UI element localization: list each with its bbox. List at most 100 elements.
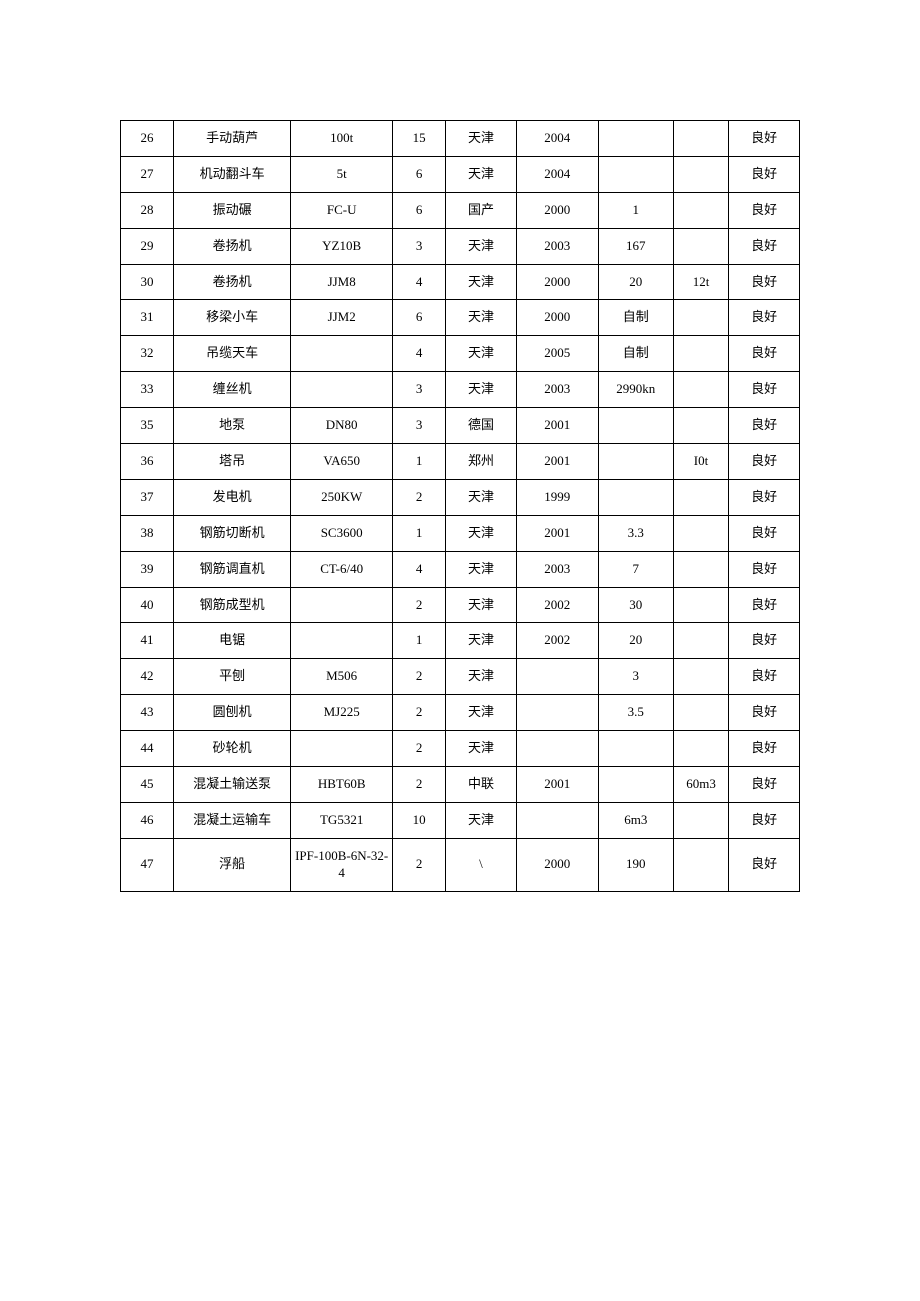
table-cell xyxy=(673,192,728,228)
table-cell: 1 xyxy=(598,192,673,228)
table-cell: 砂轮机 xyxy=(174,731,291,767)
table-cell: 3.3 xyxy=(598,515,673,551)
table-cell: 2000 xyxy=(516,838,598,891)
table-cell xyxy=(673,121,728,157)
table-cell xyxy=(673,300,728,336)
table-cell xyxy=(673,623,728,659)
table-cell: 2003 xyxy=(516,228,598,264)
table-cell: 卷扬机 xyxy=(174,228,291,264)
table-cell: 良好 xyxy=(729,515,800,551)
table-cell: 2003 xyxy=(516,372,598,408)
table-cell xyxy=(673,336,728,372)
table-cell: 2005 xyxy=(516,336,598,372)
table-cell: 2 xyxy=(393,479,446,515)
table-row: 28振动碾FC-U6国产20001良好 xyxy=(121,192,800,228)
table-cell: 自制 xyxy=(598,336,673,372)
table-cell: 26 xyxy=(121,121,174,157)
table-cell: 良好 xyxy=(729,731,800,767)
table-cell: 发电机 xyxy=(174,479,291,515)
table-cell: 2000 xyxy=(516,300,598,336)
table-cell xyxy=(673,479,728,515)
table-row: 30卷扬机JJM84天津20002012t良好 xyxy=(121,264,800,300)
table-cell xyxy=(598,479,673,515)
table-cell: 良好 xyxy=(729,228,800,264)
table-cell: M506 xyxy=(291,659,393,695)
equipment-table: 26手动葫芦100t15天津2004良好27机动翻斗车5t6天津2004良好28… xyxy=(120,120,800,892)
table-cell: 吊缆天车 xyxy=(174,336,291,372)
table-cell: 40 xyxy=(121,587,174,623)
table-cell: CT-6/40 xyxy=(291,551,393,587)
table-cell: 良好 xyxy=(729,802,800,838)
table-row: 44砂轮机2天津良好 xyxy=(121,731,800,767)
table-cell: YZ10B xyxy=(291,228,393,264)
table-cell: 41 xyxy=(121,623,174,659)
table-cell: 39 xyxy=(121,551,174,587)
table-cell: 良好 xyxy=(729,444,800,480)
table-cell: 1 xyxy=(393,515,446,551)
table-cell: 31 xyxy=(121,300,174,336)
table-cell xyxy=(516,659,598,695)
table-cell: 6 xyxy=(393,300,446,336)
table-cell: 4 xyxy=(393,551,446,587)
table-cell: 天津 xyxy=(446,551,517,587)
table-cell: 地泵 xyxy=(174,408,291,444)
table-cell: 6m3 xyxy=(598,802,673,838)
table-row: 31移梁小车JJM26天津2000自制良好 xyxy=(121,300,800,336)
table-cell: 35 xyxy=(121,408,174,444)
table-cell: 37 xyxy=(121,479,174,515)
table-cell: 良好 xyxy=(729,767,800,803)
table-cell: I0t xyxy=(673,444,728,480)
table-cell: 天津 xyxy=(446,587,517,623)
table-cell: FC-U xyxy=(291,192,393,228)
table-cell: 38 xyxy=(121,515,174,551)
table-cell: 良好 xyxy=(729,408,800,444)
table-cell: JJM8 xyxy=(291,264,393,300)
table-cell xyxy=(673,695,728,731)
table-cell: 郑州 xyxy=(446,444,517,480)
table-cell: MJ225 xyxy=(291,695,393,731)
table-cell: 塔吊 xyxy=(174,444,291,480)
table-cell: 10 xyxy=(393,802,446,838)
table-cell: VA650 xyxy=(291,444,393,480)
table-cell: 振动碾 xyxy=(174,192,291,228)
table-cell: 天津 xyxy=(446,156,517,192)
table-cell: 47 xyxy=(121,838,174,891)
table-cell xyxy=(673,408,728,444)
table-row: 38钢筋切断机SC36001天津20013.3良好 xyxy=(121,515,800,551)
table-cell: 圆刨机 xyxy=(174,695,291,731)
table-row: 43圆刨机MJ2252天津3.5良好 xyxy=(121,695,800,731)
table-row: 29卷扬机YZ10B3天津2003167良好 xyxy=(121,228,800,264)
table-cell xyxy=(598,156,673,192)
table-cell: 良好 xyxy=(729,695,800,731)
table-cell xyxy=(291,587,393,623)
table-cell: 12t xyxy=(673,264,728,300)
table-cell: 混凝土运输车 xyxy=(174,802,291,838)
table-cell: 2 xyxy=(393,587,446,623)
table-cell: 2001 xyxy=(516,408,598,444)
table-cell xyxy=(598,444,673,480)
table-cell: 27 xyxy=(121,156,174,192)
table-cell: 20 xyxy=(598,623,673,659)
table-cell: JJM2 xyxy=(291,300,393,336)
table-cell: 良好 xyxy=(729,587,800,623)
table-cell: 良好 xyxy=(729,838,800,891)
table-cell: 44 xyxy=(121,731,174,767)
table-cell: 手动葫芦 xyxy=(174,121,291,157)
table-cell: 天津 xyxy=(446,731,517,767)
table-row: 26手动葫芦100t15天津2004良好 xyxy=(121,121,800,157)
table-cell xyxy=(598,121,673,157)
table-row: 45混凝土输送泵HBT60B2中联200160m3良好 xyxy=(121,767,800,803)
table-cell xyxy=(673,156,728,192)
table-cell: HBT60B xyxy=(291,767,393,803)
table-cell: 30 xyxy=(121,264,174,300)
table-cell: 30 xyxy=(598,587,673,623)
table-body: 26手动葫芦100t15天津2004良好27机动翻斗车5t6天津2004良好28… xyxy=(121,121,800,892)
table-cell: 天津 xyxy=(446,372,517,408)
table-cell: 2001 xyxy=(516,515,598,551)
table-cell: 天津 xyxy=(446,121,517,157)
table-row: 37发电机250KW2天津1999良好 xyxy=(121,479,800,515)
table-cell: 良好 xyxy=(729,300,800,336)
table-cell xyxy=(673,372,728,408)
table-cell: IPF-100B-6N-32-4 xyxy=(291,838,393,891)
table-cell: 天津 xyxy=(446,336,517,372)
